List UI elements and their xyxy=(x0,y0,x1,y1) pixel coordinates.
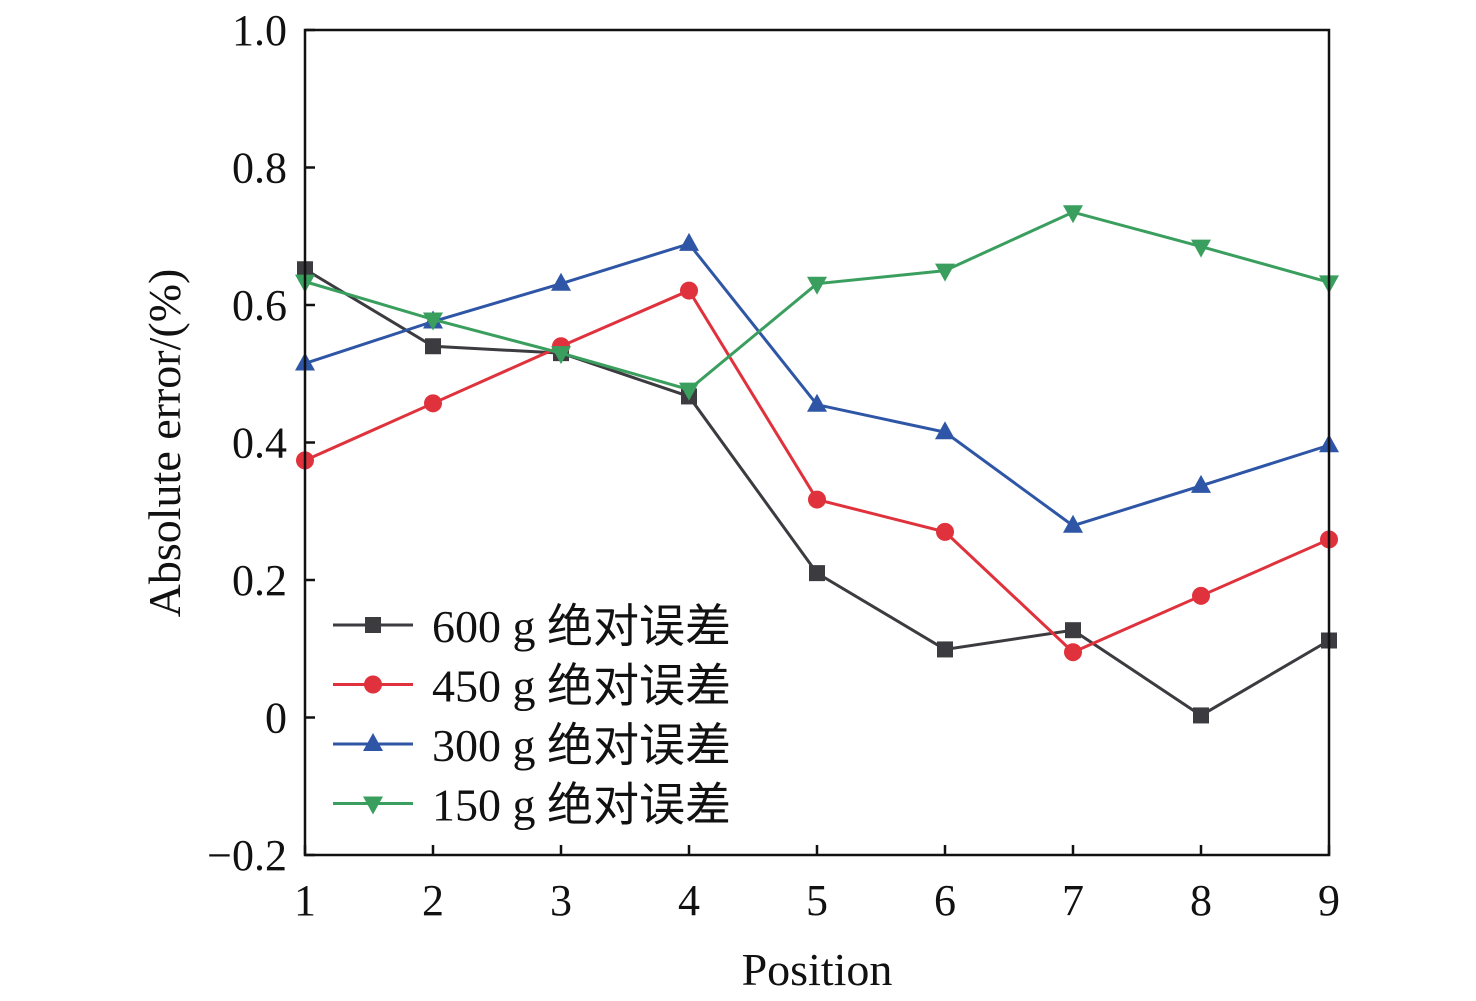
y-tick-label: 0.8 xyxy=(232,144,287,193)
y-tick-label: 0.6 xyxy=(232,281,287,330)
x-tick-label: 2 xyxy=(422,876,444,925)
x-tick-label: 4 xyxy=(678,876,700,925)
data-point xyxy=(935,421,955,440)
x-axis-label: Position xyxy=(742,944,893,995)
y-tick-label: 0.4 xyxy=(232,419,287,468)
legend-item: 300 g 绝对误差 xyxy=(333,720,731,771)
data-point xyxy=(808,490,826,509)
y-tick-label: 0 xyxy=(265,694,287,743)
legend-label: 150 g 绝对误差 xyxy=(432,780,731,831)
data-point xyxy=(425,338,441,355)
legend-item: 450 g 绝对误差 xyxy=(333,661,731,712)
data-point xyxy=(935,263,955,282)
y-tick-label: 1.0 xyxy=(232,6,287,55)
legend-label: 600 g 绝对误差 xyxy=(432,601,731,652)
x-tick-label: 8 xyxy=(1190,876,1212,925)
legend-marker xyxy=(364,675,382,694)
data-point xyxy=(423,312,443,331)
x-tick-label: 5 xyxy=(806,876,828,925)
x-tick-label: 7 xyxy=(1062,876,1084,925)
data-point xyxy=(1191,239,1211,258)
data-point xyxy=(679,382,699,401)
data-point xyxy=(1191,474,1211,493)
legend-label: 300 g 绝对误差 xyxy=(432,720,731,771)
series-line xyxy=(304,288,1330,654)
data-point xyxy=(936,522,954,541)
legend-marker xyxy=(363,733,383,751)
data-point xyxy=(679,232,699,251)
legend: 600 g 绝对误差 450 g 绝对误差 300 g 绝对误差 150 g 绝对误差 xyxy=(333,601,731,831)
legend-marker xyxy=(365,617,381,633)
y-axis-label: Absolute error/(%) xyxy=(139,269,190,618)
y-tick-label: 0.2 xyxy=(232,556,287,605)
x-tick-label: 3 xyxy=(550,876,572,925)
data-point xyxy=(807,276,827,295)
legend-label: 450 g 绝对误差 xyxy=(432,661,731,712)
data-point xyxy=(1192,586,1210,605)
legend-marker xyxy=(363,796,383,815)
legend-item: 600 g 绝对误差 xyxy=(333,601,731,652)
data-point xyxy=(551,346,571,365)
data-point xyxy=(1064,643,1082,662)
series-3 xyxy=(295,205,1339,401)
y-tick-label: −0.2 xyxy=(207,831,287,880)
data-point xyxy=(424,394,442,413)
data-point xyxy=(937,641,953,658)
data-point xyxy=(1193,707,1209,724)
data-point xyxy=(1063,514,1083,533)
x-tick-label: 9 xyxy=(1318,876,1340,925)
series-line xyxy=(304,210,1330,392)
data-point xyxy=(680,281,698,300)
x-tick-label: 6 xyxy=(934,876,956,925)
x-tick-label: 1 xyxy=(294,876,316,925)
data-point xyxy=(809,565,825,582)
data-point xyxy=(1065,622,1081,639)
data-point xyxy=(1063,205,1083,224)
data-point xyxy=(551,272,571,291)
legend-item: 150 g 绝对误差 xyxy=(333,780,731,831)
data-point xyxy=(807,393,827,412)
